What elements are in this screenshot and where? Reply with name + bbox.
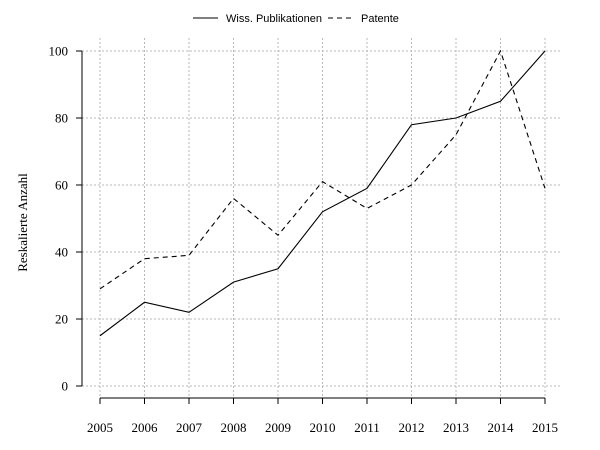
x-tick-label: 2007 — [176, 420, 203, 435]
y-tick-label: 100 — [49, 44, 69, 59]
x-tick-label: 2006 — [132, 420, 159, 435]
x-tick-label: 2008 — [221, 420, 247, 435]
x-tick-label: 2009 — [265, 420, 291, 435]
legend: Wiss. Publikationen Patente — [193, 13, 399, 25]
x-tick-label: 2005 — [87, 420, 113, 435]
x-tick-label: 2012 — [399, 420, 425, 435]
x-tick-label: 2015 — [532, 420, 558, 435]
x-tick-label: 2010 — [310, 420, 336, 435]
grid — [82, 38, 562, 398]
y-tick-label: 40 — [55, 245, 68, 260]
x-tick-label: 2011 — [354, 420, 380, 435]
series-lines — [99, 49, 546, 337]
x-tick-label: 2014 — [488, 420, 515, 435]
x-tick-label: 2013 — [443, 420, 469, 435]
series-line-patente — [99, 49, 546, 290]
y-tick-label: 60 — [55, 178, 68, 193]
series-line-wiss-publikationen — [99, 50, 546, 337]
y-tick-label: 20 — [55, 312, 68, 327]
axes: 0 20 40 60 80 100 2005 2006 2007 2008 2009 2010 2011… — [49, 44, 559, 436]
y-axis-title: Reskalierte Anzahl — [15, 173, 30, 272]
y-tick-label: 80 — [55, 111, 68, 126]
legend-label: Patente — [361, 13, 399, 25]
legend-label: Wiss. Publikationen — [226, 13, 322, 25]
y-tick-label: 0 — [62, 379, 69, 394]
